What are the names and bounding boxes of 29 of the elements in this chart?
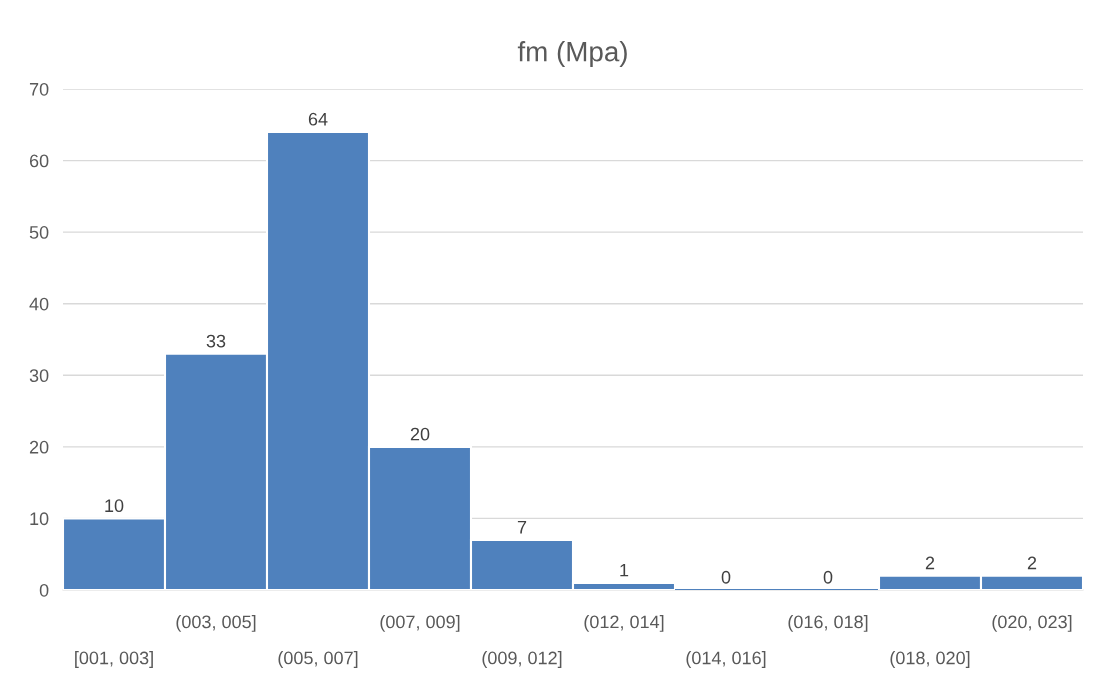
- y-tick-label: 10: [30, 512, 49, 526]
- x-tick-label: (018, 020]: [890, 651, 970, 668]
- x-tick-label: (003, 005]: [176, 615, 256, 632]
- data-label: 0: [823, 570, 833, 584]
- data-label: 0: [721, 570, 731, 584]
- data-label: 20: [410, 427, 430, 441]
- y-tick-label: 70: [29, 82, 49, 96]
- data-label: 2: [925, 556, 935, 570]
- data-label: 2: [1027, 556, 1037, 570]
- x-tick-label: (014, 016]: [686, 651, 766, 668]
- x-tick-label: (020, 023]: [992, 615, 1072, 632]
- data-label: 33: [206, 334, 226, 348]
- x-tick-label: (016, 018]: [788, 615, 868, 632]
- y-tick-label: 30: [29, 369, 49, 383]
- chart-title: fm (Mpa): [517, 41, 627, 67]
- x-tick-label: (005, 007]: [278, 651, 358, 668]
- x-tick-label: (009, 012]: [482, 651, 562, 668]
- data-label: 1: [620, 563, 629, 577]
- y-tick-label: 20: [29, 440, 49, 454]
- y-tick-label: 50: [29, 226, 49, 239]
- y-tick-label: 0: [39, 583, 49, 597]
- data-label: 64: [308, 112, 328, 126]
- x-tick-label: [001, 003]: [75, 651, 153, 668]
- y-tick-label: 40: [29, 297, 49, 311]
- x-tick-label: (012, 014]: [584, 615, 664, 632]
- data-label: 7: [517, 520, 527, 534]
- y-tick-label: 60: [29, 154, 49, 168]
- x-tick-label: (007, 009]: [380, 615, 460, 632]
- data-label: 10: [105, 499, 124, 513]
